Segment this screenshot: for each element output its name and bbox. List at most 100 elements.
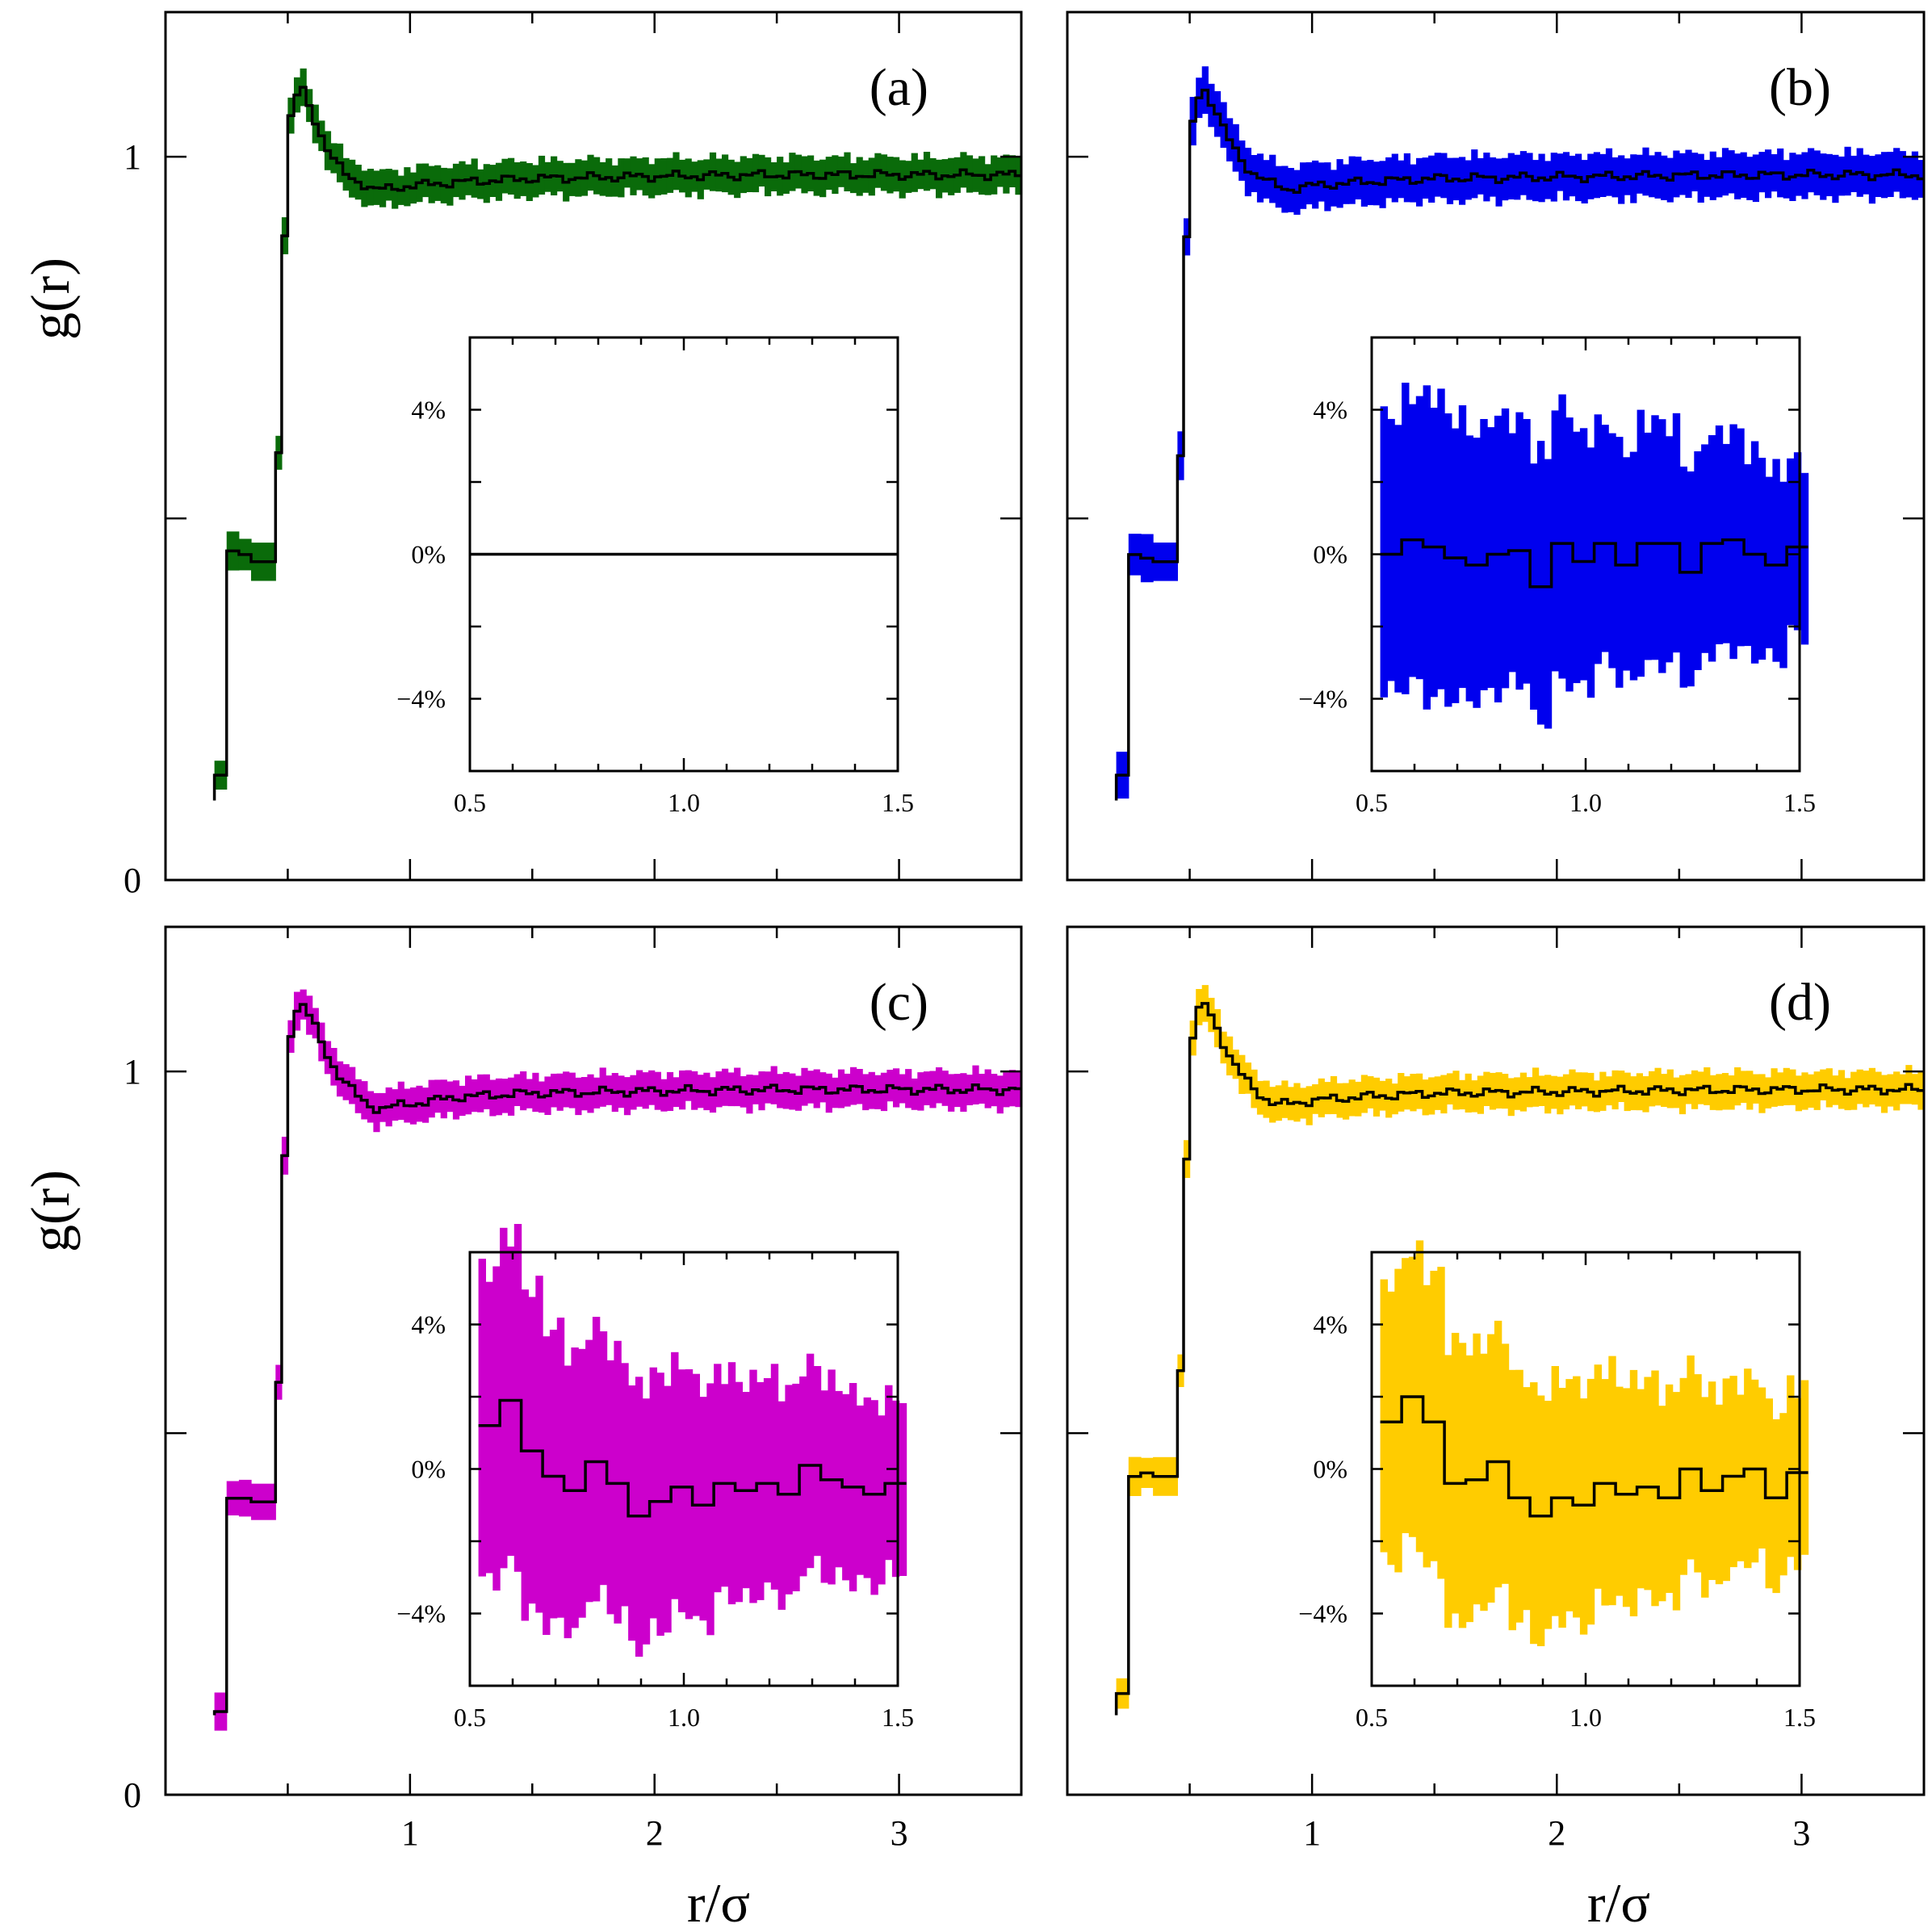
panel-c-mean-line <box>212 1003 1021 1716</box>
inset-error-band-bin <box>485 1281 493 1574</box>
inset-error-band-bin <box>1458 1343 1467 1628</box>
inset-error-band-bin <box>1565 1379 1574 1611</box>
inset-error-band-bin <box>1579 1398 1588 1635</box>
inset-error-band-bin <box>1494 415 1502 702</box>
inset-x-tick-label: 1.5 <box>1783 1703 1816 1732</box>
inset-error-band-bin <box>1687 471 1695 687</box>
inset-error-band-bin <box>1694 1374 1702 1573</box>
inset-x-tick-label: 1.0 <box>1569 1703 1602 1732</box>
inset-error-band-bin <box>1380 406 1388 698</box>
inset-error-band-bin <box>1487 1334 1495 1603</box>
inset-error-band-bin <box>870 1400 878 1595</box>
inset-error-band-bin <box>1679 466 1687 688</box>
panel-a-frame <box>164 10 1023 882</box>
x-tick-label: 3 <box>1792 1813 1810 1853</box>
inset-error-band-bin <box>1501 408 1510 689</box>
inset-x-tick-label: 0.5 <box>1356 1703 1388 1732</box>
panel-a-inset: 4% 0% −4% 0.5 1.0 1.5 <box>396 336 914 817</box>
inset-error-band-bin <box>585 1339 593 1603</box>
inset-y-tick-label: −4% <box>1298 685 1347 714</box>
inset-error-band-bin <box>1558 394 1566 679</box>
inset-error-band-bin <box>1644 1377 1652 1590</box>
inset-error-band-bin <box>720 1384 729 1587</box>
x-tick-label: 2 <box>646 1813 664 1853</box>
inset-error-band-bin <box>1715 425 1724 644</box>
panel-d: 4% 0% −4% 0.5 1.0 1.5 1 2 3 (d) <box>1066 925 1926 1853</box>
inset-x-tick-label: 1.0 <box>1569 788 1602 817</box>
inset-y-tick-label: 4% <box>411 396 446 425</box>
x-tick-label: 2 <box>1548 1813 1565 1853</box>
inset-error-band-bin <box>899 1402 907 1576</box>
inset-error-band-bin <box>1465 435 1473 702</box>
inset-error-band-bin <box>556 1318 565 1618</box>
inset-error-band-bin <box>1708 435 1716 662</box>
inset-error-band-bin <box>1415 396 1424 680</box>
y-tick-label: 1 <box>124 137 141 177</box>
inset-error-band-bin <box>1558 1388 1566 1628</box>
inset-error-band-bin <box>820 1390 828 1583</box>
inset-error-band-bin <box>1644 432 1652 660</box>
inset-error-band-bin <box>1672 413 1681 653</box>
inset-error-band-bin <box>1793 452 1802 631</box>
inset-error-band-bin <box>1430 1271 1438 1561</box>
inset-error-band-bin <box>571 1347 579 1628</box>
inset-error-band-bin <box>856 1405 865 1575</box>
inset-error-band-bin <box>1787 458 1795 626</box>
inset-error-band-bin <box>1665 1384 1674 1593</box>
inset-error-band-bin <box>543 1336 551 1635</box>
x-axis-title-left: r/σ <box>687 1872 750 1932</box>
inset-error-band-bin <box>1679 1377 1687 1575</box>
inset-error-band-bin <box>1658 419 1666 673</box>
inset-error-band-bin <box>1601 1379 1609 1606</box>
inset-error-band-bin <box>628 1385 636 1641</box>
inset-error-band-bin <box>891 1400 900 1578</box>
inset-y-tick-label: 0% <box>1313 1455 1347 1484</box>
inset-error-band-bin <box>1451 1332 1460 1614</box>
panel-c-inset: 4% 0% −4% 0.5 1.0 1.5 <box>396 1224 914 1732</box>
inset-error-band-bin <box>1444 1355 1452 1628</box>
inset-error-band-bin <box>599 1331 608 1586</box>
inset-error-band-bin <box>1473 1333 1481 1605</box>
inset-error-band-bin <box>1380 1279 1388 1553</box>
y-tick-label: 0 <box>124 1775 141 1815</box>
inset-error-band-bin <box>1616 1386 1624 1596</box>
inset-error-band-bin <box>1487 427 1495 688</box>
panel-b: 4% 0% −4% 0.5 1.0 1.5 (b) <box>1066 10 1926 882</box>
inset-error-band-bin <box>1536 441 1545 725</box>
inset-error-band-bin <box>1658 1406 1666 1602</box>
inset-error-band-bin <box>1701 1397 1709 1598</box>
panel-b-label: (b) <box>1769 58 1831 117</box>
inset-error-band-bin <box>549 1330 558 1619</box>
mean-staircase <box>212 1003 1021 1716</box>
inset-error-band-bin <box>478 1259 486 1577</box>
y-axis-title-bottom: g(r) <box>19 1170 81 1252</box>
inset-x-tick-label: 0.5 <box>454 788 486 817</box>
inset-error-band-bin <box>1665 436 1674 663</box>
y-tick-label: 1 <box>124 1052 141 1092</box>
inset-error-band-bin <box>1750 1379 1759 1563</box>
x-tick-label: 1 <box>1303 1813 1321 1853</box>
inset-error-band-bin <box>792 1383 800 1591</box>
inset-error-band-bin <box>1515 1369 1523 1623</box>
inset-error-band-bin <box>1387 1291 1395 1565</box>
inset-error-band-bin <box>1601 425 1609 652</box>
inset-error-band-bin <box>1530 1382 1538 1645</box>
inset-error-band-bin <box>1800 1380 1809 1555</box>
inset-error-band-bin <box>564 1365 572 1639</box>
panel-a: 4%0%−4%0.5 1.0 1.5 01 (a) <box>124 10 1023 900</box>
inset-error-band-bin <box>749 1369 757 1603</box>
inset-y-tick-label: −4% <box>396 685 446 714</box>
inset-x-tick-label: 1.0 <box>668 788 700 817</box>
inset-error-band-bin <box>692 1373 700 1616</box>
inset-error-band-bin <box>1800 472 1809 645</box>
inset-error-band-bin <box>1573 431 1581 684</box>
inset-error-band-bin <box>1551 410 1559 672</box>
inset-error-band-bin <box>664 1385 672 1633</box>
inset-error-band-bin <box>1437 388 1445 689</box>
panel-b-frame <box>1066 10 1926 882</box>
inset-error-band-bin <box>1722 1378 1730 1582</box>
inset-y-tick-label: 4% <box>1313 1310 1347 1339</box>
inset-error-band-bin <box>1565 417 1574 692</box>
inset-y-tick-label: 0% <box>411 1455 446 1484</box>
inset-error-band-bin <box>1715 1404 1724 1585</box>
